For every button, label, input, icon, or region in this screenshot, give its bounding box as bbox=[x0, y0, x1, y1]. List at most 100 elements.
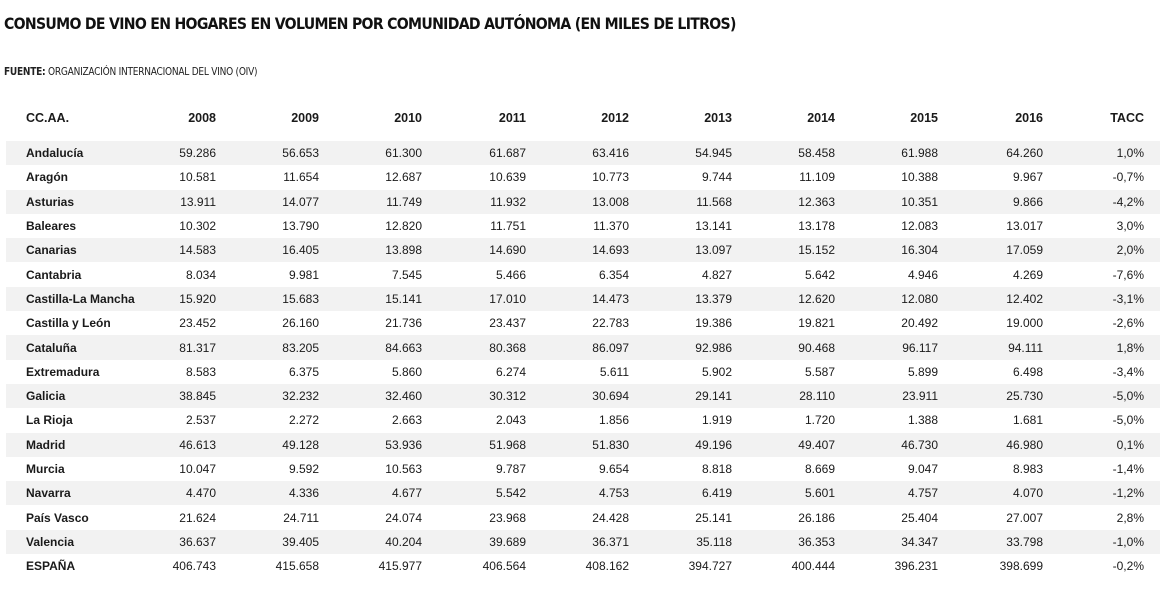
value-cell: 9.744 bbox=[631, 165, 734, 190]
value-cell: 13.017 bbox=[940, 213, 1045, 239]
value-cell: 1.856 bbox=[528, 408, 631, 433]
value-cell: 4.757 bbox=[837, 481, 940, 506]
tacc-cell: 2,8% bbox=[1045, 505, 1160, 530]
table-row: Cataluña 81.317 83.205 84.663 80.368 86.097 92… bbox=[6, 335, 1160, 360]
value-cell: 61.687 bbox=[424, 141, 528, 166]
value-cell: 13.911 bbox=[146, 189, 218, 214]
tacc-cell: -4,2% bbox=[1045, 189, 1160, 214]
value-cell: 24.074 bbox=[321, 505, 424, 530]
value-cell: 23.437 bbox=[424, 311, 528, 336]
value-cell: 25.404 bbox=[837, 505, 940, 530]
value-cell: 8.583 bbox=[146, 359, 218, 384]
value-cell: 6.419 bbox=[631, 481, 734, 506]
value-cell: 12.687 bbox=[321, 165, 424, 190]
value-cell: 24.711 bbox=[218, 505, 321, 530]
value-cell: 15.141 bbox=[321, 286, 424, 312]
value-cell: 2.663 bbox=[321, 408, 424, 433]
value-cell: 12.080 bbox=[837, 286, 940, 312]
table-row: ESPAÑA 406.743 415.658 415.977 406.564 408.16… bbox=[6, 554, 1160, 579]
value-cell: 5.899 bbox=[837, 359, 940, 384]
value-cell: 7.545 bbox=[321, 262, 424, 287]
table-row: Valencia 36.637 39.405 40.204 39.689 36.371 35… bbox=[6, 529, 1160, 555]
value-cell: 35.118 bbox=[631, 529, 734, 555]
value-cell: 415.977 bbox=[321, 554, 424, 579]
value-cell: 61.988 bbox=[837, 141, 940, 166]
value-cell: 84.663 bbox=[321, 335, 424, 360]
value-cell: 9.592 bbox=[218, 456, 321, 482]
value-cell: 25.141 bbox=[631, 505, 734, 530]
value-cell: 13.141 bbox=[631, 213, 734, 239]
value-cell: 6.498 bbox=[940, 359, 1045, 384]
value-cell: 12.402 bbox=[940, 286, 1045, 312]
value-cell: 33.798 bbox=[940, 529, 1045, 555]
region-cell: Valencia bbox=[6, 529, 146, 555]
region-cell: Cantabria bbox=[6, 262, 146, 287]
value-cell: 11.932 bbox=[424, 189, 528, 214]
value-cell: 23.968 bbox=[424, 505, 528, 530]
value-cell: 36.637 bbox=[146, 529, 218, 555]
value-cell: 9.967 bbox=[940, 165, 1045, 190]
region-cell: Madrid bbox=[6, 432, 146, 457]
value-cell: 24.428 bbox=[528, 505, 631, 530]
value-cell: 49.196 bbox=[631, 432, 734, 457]
tacc-cell: -1,4% bbox=[1045, 456, 1160, 482]
region-cell: Navarra bbox=[6, 481, 146, 506]
value-cell: 2.272 bbox=[218, 408, 321, 433]
value-cell: 4.336 bbox=[218, 481, 321, 506]
tacc-cell: 1,8% bbox=[1045, 335, 1160, 360]
value-cell: 25.730 bbox=[940, 383, 1045, 409]
table-row: Galicia 38.845 32.232 32.460 30.312 30.694 29.… bbox=[6, 383, 1160, 409]
value-cell: 51.968 bbox=[424, 432, 528, 457]
table-row: Castilla-La Mancha 15.920 15.683 15.141 17.0… bbox=[6, 286, 1160, 312]
tacc-cell: -3,4% bbox=[1045, 359, 1160, 384]
value-cell: 1.720 bbox=[734, 408, 837, 433]
value-cell: 19.000 bbox=[940, 311, 1045, 336]
table-body: Andalucía 59.286 56.653 61.300 61.687 63.416 5… bbox=[6, 141, 1160, 579]
tacc-cell: -0,2% bbox=[1045, 554, 1160, 579]
value-cell: 2.537 bbox=[146, 408, 218, 433]
value-cell: 51.830 bbox=[528, 432, 631, 457]
value-cell: 12.620 bbox=[734, 286, 837, 312]
value-cell: 49.128 bbox=[218, 432, 321, 457]
value-cell: 59.286 bbox=[146, 141, 218, 166]
tacc-cell: -2,6% bbox=[1045, 311, 1160, 336]
region-cell: Aragón bbox=[6, 165, 146, 190]
value-cell: 13.379 bbox=[631, 286, 734, 312]
value-cell: 9.981 bbox=[218, 262, 321, 287]
value-cell: 10.047 bbox=[146, 456, 218, 482]
value-cell: 10.351 bbox=[837, 189, 940, 214]
region-cell: Castilla y León bbox=[6, 311, 146, 336]
column-header-tacc: TACC bbox=[1110, 111, 1144, 125]
value-cell: 14.690 bbox=[424, 238, 528, 263]
tacc-cell: -0,7% bbox=[1045, 165, 1160, 190]
table-row: Navarra 4.470 4.336 4.677 5.542 4.753 6.419 5.6… bbox=[6, 481, 1160, 506]
value-cell: 10.639 bbox=[424, 165, 528, 190]
value-cell: 28.110 bbox=[734, 383, 837, 409]
region-cell: Baleares bbox=[6, 213, 146, 239]
region-cell: ESPAÑA bbox=[6, 554, 146, 579]
region-cell: País Vasco bbox=[6, 505, 146, 530]
table-row: La Rioja 2.537 2.272 2.663 2.043 1.856 1.919 1.… bbox=[6, 408, 1160, 433]
value-cell: 6.375 bbox=[218, 359, 321, 384]
value-cell: 61.300 bbox=[321, 141, 424, 166]
value-cell: 94.111 bbox=[940, 335, 1045, 360]
column-header-2014: 2014 bbox=[807, 111, 835, 125]
value-cell: 6.354 bbox=[528, 262, 631, 287]
value-cell: 10.773 bbox=[528, 165, 631, 190]
value-cell: 15.920 bbox=[146, 286, 218, 312]
column-header-2011: 2011 bbox=[498, 111, 526, 125]
table-row: Andalucía 59.286 56.653 61.300 61.687 63.416 5… bbox=[6, 141, 1160, 166]
value-cell: 36.353 bbox=[734, 529, 837, 555]
tacc-cell: 2,0% bbox=[1045, 238, 1160, 263]
tacc-cell: 3,0% bbox=[1045, 213, 1160, 239]
value-cell: 12.363 bbox=[734, 189, 837, 214]
value-cell: 10.302 bbox=[146, 213, 218, 239]
table-row: Murcia 10.047 9.592 10.563 9.787 9.654 8.818 8.… bbox=[6, 456, 1160, 482]
tacc-cell: -5,0% bbox=[1045, 408, 1160, 433]
table-row: Baleares 10.302 13.790 12.820 11.751 11.370 13… bbox=[6, 213, 1160, 239]
value-cell: 13.008 bbox=[528, 189, 631, 214]
value-cell: 39.689 bbox=[424, 529, 528, 555]
column-header-region: CC.AA. bbox=[26, 111, 70, 125]
table-row: Madrid 46.613 49.128 53.936 51.968 51.830 49.1… bbox=[6, 432, 1160, 457]
value-cell: 4.753 bbox=[528, 481, 631, 506]
